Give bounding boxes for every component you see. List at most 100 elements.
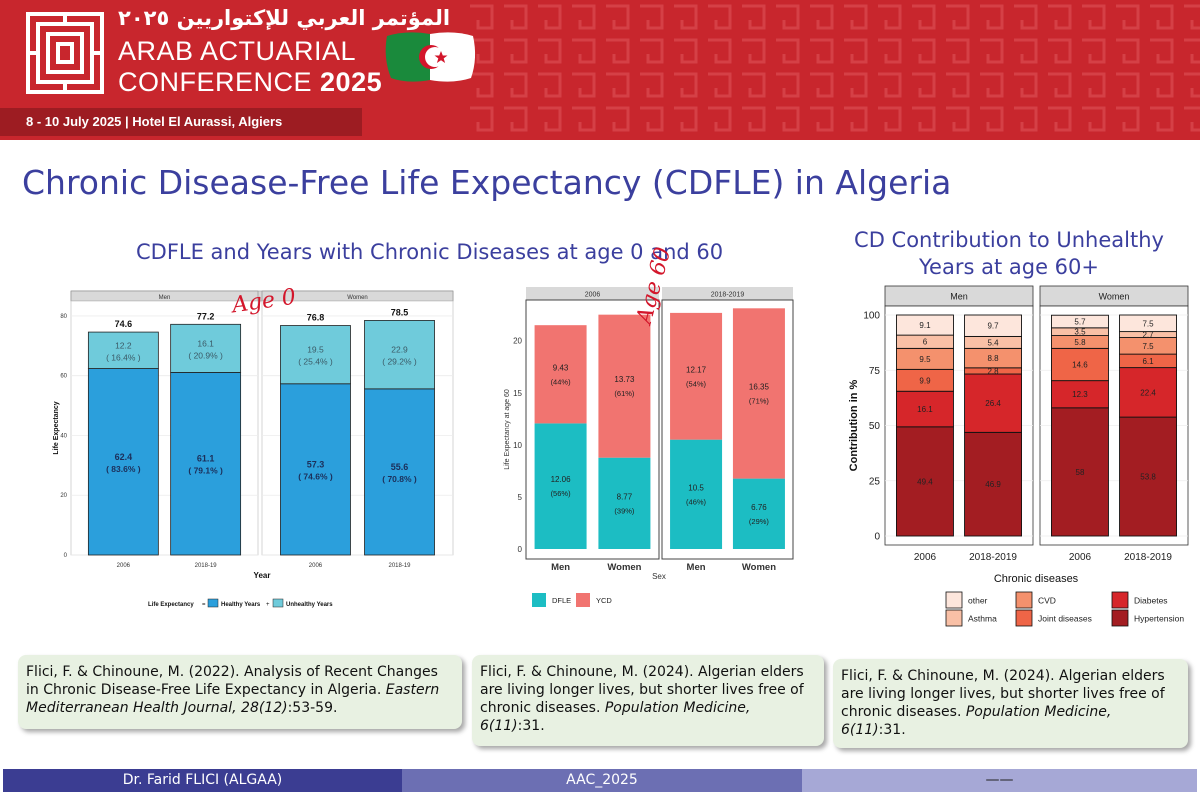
y-tick-label: 0 [64,553,68,559]
data-label-joint-diseases: 2.8 [987,367,999,376]
x-tick-label: 2018-2019 [969,552,1017,563]
reference-1-pages: :53-59. [287,700,338,716]
data-label-dfle-pct: (56%) [551,489,572,498]
legend-eq: = [202,602,206,608]
bar-segment-diabetes [896,390,954,428]
bar-unhealthy [280,325,351,385]
data-label-diabetes: 16.1 [917,405,933,414]
data-label-other: 5.7 [1074,318,1086,327]
x-tick-label: 2018-19 [389,563,412,569]
pattern-glyph [674,38,698,64]
bar-segment-joint-diseases [1051,347,1109,382]
conference-banner: المؤتمر العربي للإكتواريين ٢٠٢٥ ARAB ACT… [0,0,1200,140]
data-label-other: 9.1 [919,321,931,330]
reference-card-3: Flici, F. & Chinoune, M. (2024). Algeria… [833,659,1188,748]
pattern-glyph [810,38,834,64]
pattern-glyph [1116,38,1140,64]
data-label-unhealthy: 22.9 [391,345,408,355]
data-label-ycd: 16.35 [749,382,770,391]
pattern-glyph [504,72,528,98]
data-label-cvd: 8.8 [987,354,999,363]
pattern-glyph [810,72,834,98]
pattern-glyph [844,38,868,64]
date-venue-text: 8 - 10 July 2025 | Hotel El Aurassi, Alg… [26,114,283,129]
reference-1-authors: Flici, F. & Chinoune, M. (2022). Analysi… [26,664,438,698]
pattern-glyph [878,72,902,98]
pattern-glyph [1184,4,1200,30]
footer-event: AAC_2025 [402,769,802,792]
bar-segment-hypertension [896,426,954,537]
pattern-glyph [1150,72,1174,98]
bar-healthy [87,368,159,556]
data-label-ycd-pct: (61%) [614,389,635,398]
legend-label-hypertension: Hypertension [1134,614,1184,624]
y-tick-label: 50 [869,421,881,432]
y-tick-label: 60 [60,374,67,380]
data-label-hypertension: 46.9 [985,480,1001,489]
data-label-unhealthy: 19.5 [307,345,324,355]
x-tick-label: 2006 [309,563,323,569]
pattern-glyph [1082,72,1106,98]
x-tick-label: Men [687,562,706,573]
pattern-glyph [1048,4,1072,30]
legend-swatch-joint-diseases [1015,609,1033,627]
pattern-glyph [1082,38,1106,64]
legend-swatch-ycd [576,593,590,607]
pattern-glyph [1048,38,1072,64]
pattern-glyph [742,106,766,132]
pattern-glyph [606,72,630,98]
data-label-diabetes: 22.4 [1140,388,1156,397]
pattern-glyph [1184,38,1200,64]
pattern-glyph [980,106,1004,132]
pattern-glyph [606,4,630,30]
data-label-dfle: 8.77 [617,492,633,501]
pattern-glyph [776,38,800,64]
data-label-asthma: 3.5 [1074,328,1086,337]
bar-segment-other [896,314,954,336]
data-label-unhealthy-pct: ( 25.4% ) [298,357,333,367]
legend-swatch-cvd [1015,591,1033,609]
pattern-glyph [470,106,494,132]
bar-segment-other [1051,314,1109,329]
x-axis-title: Sex [652,572,666,581]
chart-cdfle-age60: 2006 12.06 (56%) 9.43 (44%) Men 8.77 (39%) 13.73… [496,283,798,613]
date-venue-bar: 8 - 10 July 2025 | Hotel El Aurassi, Alg… [0,108,362,136]
bar-dfle [670,439,723,549]
pattern-glyph [946,4,970,30]
facet-label: Men [159,295,171,301]
pattern-glyph [1014,38,1038,64]
legend-swatch-diabetes [1111,591,1129,609]
pattern-glyph [504,4,528,30]
reference-card-1: Flici, F. & Chinoune, M. (2022). Analysi… [18,655,462,729]
legend-label-dfle: DFLE [552,596,571,605]
pattern-glyph [606,106,630,132]
data-label-ycd-pct: (44%) [551,377,572,386]
conference-name-line1: ARAB ACTUARIAL [118,36,357,66]
bar-dfle [534,423,587,549]
pattern-glyph [1116,72,1140,98]
pattern-glyph [708,38,732,64]
bar-segment-diabetes [964,373,1022,433]
pattern-glyph [674,106,698,132]
pattern-glyph [844,106,868,132]
reference-3-authors: Flici, F. & Chinoune, M. (2024). Algeria… [841,668,1165,720]
bar-ycd [732,308,785,479]
legend-swatch-other [945,591,963,609]
x-tick-label: Women [742,562,776,573]
pattern-glyph [844,4,868,30]
data-label-healthy-pct: ( 70.8% ) [382,474,417,484]
total-label: 76.8 [307,313,325,323]
y-tick-label: 100 [863,311,880,322]
pattern-glyph [504,106,528,132]
pattern-glyph [946,38,970,64]
data-label-healthy-pct: ( 79.1% ) [188,466,223,476]
facet-label: Men [950,292,968,302]
pattern-glyph [946,72,970,98]
legend-label-diabetes: Diabetes [1134,596,1168,606]
pattern-glyph [1150,38,1174,64]
pattern-glyph [742,72,766,98]
y-tick-label: 0 [518,545,523,554]
pattern-glyph [1116,106,1140,132]
data-label-joint-diseases: 6.1 [1142,357,1154,366]
legend-label-ycd: YCD [596,596,612,605]
